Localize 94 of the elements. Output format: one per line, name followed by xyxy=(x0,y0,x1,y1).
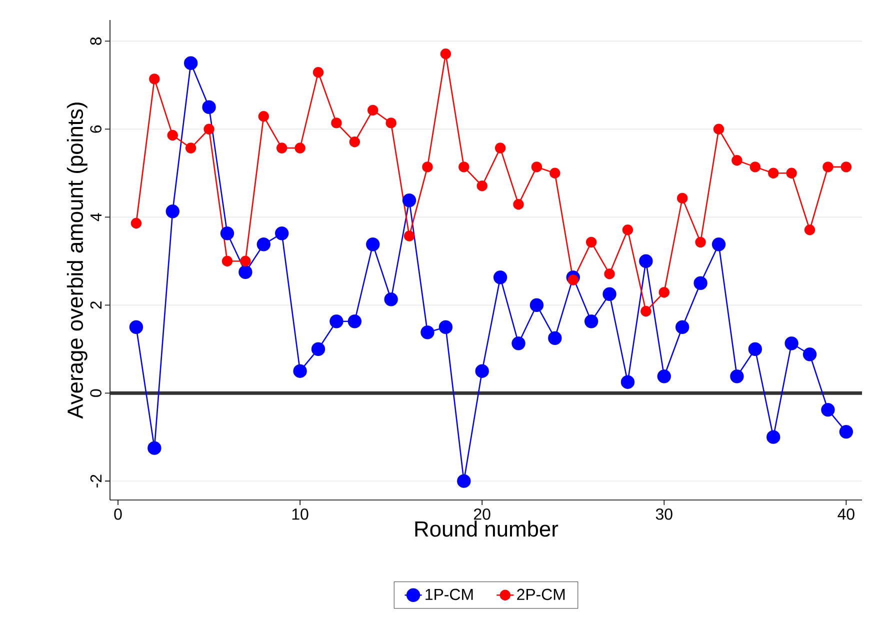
point xyxy=(331,118,342,128)
point xyxy=(512,336,526,350)
point xyxy=(675,320,690,334)
point xyxy=(148,441,162,455)
point xyxy=(220,226,234,240)
point xyxy=(494,142,506,154)
legend-label: 2P-CM xyxy=(517,588,565,600)
point xyxy=(258,111,269,122)
x-tick-label: 40 xyxy=(838,508,854,520)
point xyxy=(476,180,488,192)
point xyxy=(839,424,854,439)
y-tick-label: -2 xyxy=(90,474,102,488)
point xyxy=(311,342,326,356)
point xyxy=(204,124,214,134)
point xyxy=(713,124,724,134)
point xyxy=(438,320,453,334)
point xyxy=(222,256,233,266)
point xyxy=(730,370,744,384)
x-tick-label: 0 xyxy=(114,508,122,520)
point xyxy=(768,168,779,178)
y-tick-label: 0 xyxy=(90,389,102,397)
point xyxy=(458,162,470,172)
point xyxy=(184,56,198,70)
x-axis-title: Round number xyxy=(415,520,558,537)
point xyxy=(766,430,780,444)
y-tick-label: 8 xyxy=(90,37,102,45)
point xyxy=(130,218,142,229)
point xyxy=(368,104,378,116)
point xyxy=(202,100,216,114)
point xyxy=(676,192,688,204)
point xyxy=(149,74,160,84)
point xyxy=(457,474,471,488)
point xyxy=(840,162,852,172)
point xyxy=(475,364,489,378)
point xyxy=(640,306,652,317)
point xyxy=(366,238,380,252)
point xyxy=(167,130,178,141)
x-tick-label: 20 xyxy=(474,508,490,520)
point xyxy=(822,162,834,172)
y-axis-title: Average overbid amount (points) xyxy=(66,102,88,419)
point xyxy=(185,142,196,154)
y-tick-label: 2 xyxy=(90,301,102,309)
point xyxy=(602,287,616,301)
point xyxy=(657,370,671,384)
point xyxy=(404,230,415,242)
point xyxy=(802,348,817,362)
point xyxy=(384,292,398,306)
point xyxy=(293,364,307,378)
x-tick-label: 10 xyxy=(292,508,308,520)
point xyxy=(440,48,452,60)
point xyxy=(386,118,396,128)
point xyxy=(330,314,344,328)
point xyxy=(420,326,434,340)
point xyxy=(586,236,597,248)
point xyxy=(256,238,270,252)
point xyxy=(240,256,251,266)
legend-label: 1P-CM xyxy=(426,588,473,600)
point xyxy=(276,142,288,154)
point xyxy=(568,274,578,286)
point xyxy=(530,298,544,312)
point xyxy=(312,67,324,78)
point xyxy=(639,254,653,268)
y-tick-label: 4 xyxy=(90,213,102,222)
point xyxy=(584,314,598,328)
point xyxy=(274,226,289,240)
point xyxy=(694,276,708,290)
point xyxy=(750,162,760,172)
point xyxy=(348,314,362,328)
point xyxy=(786,168,797,178)
point xyxy=(166,204,180,218)
point xyxy=(784,336,798,350)
point xyxy=(695,236,706,248)
point xyxy=(804,224,816,236)
point xyxy=(422,162,433,172)
point xyxy=(622,224,634,236)
point xyxy=(294,142,306,154)
y-tick-label: 6 xyxy=(90,125,102,133)
point xyxy=(550,168,560,178)
point xyxy=(748,342,762,356)
point xyxy=(620,375,635,389)
point xyxy=(732,155,742,166)
point xyxy=(531,162,542,172)
point xyxy=(658,286,670,298)
point xyxy=(493,270,508,284)
point xyxy=(513,199,524,210)
point xyxy=(349,136,360,148)
point xyxy=(604,268,615,280)
point xyxy=(821,402,835,417)
point xyxy=(238,265,252,279)
point xyxy=(129,320,144,334)
point xyxy=(712,238,726,252)
point xyxy=(402,194,416,208)
x-tick-label: 30 xyxy=(656,508,672,520)
point xyxy=(548,331,562,345)
